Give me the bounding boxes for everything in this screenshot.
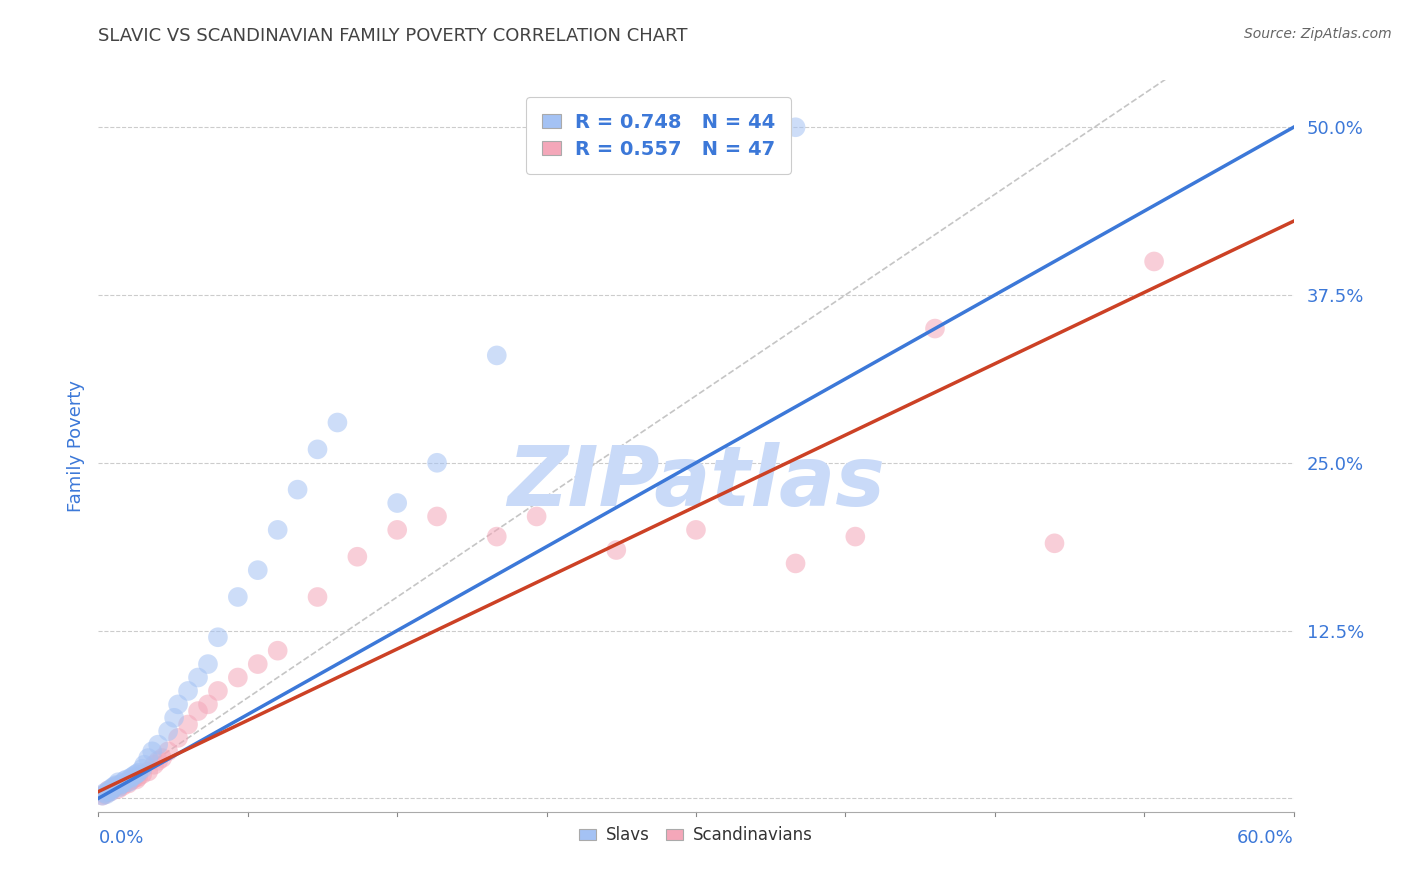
Point [207,630,229,644]
Point [107,780,129,795]
Point [307,590,329,604]
Text: 60.0%: 60.0% [1237,829,1294,847]
Text: Source: ZipAtlas.com: Source: ZipAtlas.com [1244,27,1392,41]
Point [125,772,148,787]
Point [267,643,290,657]
Point [167,698,190,712]
Point [207,684,229,698]
Point [120,773,142,788]
Point [112,773,135,788]
Point [485,530,508,544]
Point [136,764,159,779]
Point [1043,536,1066,550]
Legend: Slavs, Scandinavians: Slavs, Scandinavians [572,820,820,851]
Point [115,772,138,787]
Point [98,784,122,798]
Point [177,717,200,731]
Point [267,523,290,537]
Point [97,784,120,798]
Point [134,757,156,772]
Point [101,781,124,796]
Point [346,549,368,564]
Point [148,754,170,768]
Text: ZIPatlas: ZIPatlas [508,442,884,523]
Point [187,671,209,685]
Point [103,780,125,795]
Point [131,762,153,776]
Point [177,684,200,698]
Point [127,765,149,780]
Point [97,784,120,798]
Point [98,784,122,798]
Point [120,771,142,785]
Point [924,321,946,335]
Y-axis label: Family Poverty: Family Poverty [66,380,84,512]
Point [91,789,114,803]
Point [124,768,146,782]
Point [101,780,124,795]
Text: SLAVIC VS SCANDINAVIAN FAMILY POVERTY CORRELATION CHART: SLAVIC VS SCANDINAVIAN FAMILY POVERTY CO… [98,27,688,45]
Point [197,698,219,712]
Point [115,775,138,789]
Point [157,724,180,739]
Point [605,543,627,558]
Point [117,776,139,790]
Point [103,779,125,793]
Point [107,781,129,796]
Text: 0.0%: 0.0% [98,829,143,847]
Point [246,657,269,671]
Point [785,557,807,571]
Point [157,744,180,758]
Point [124,771,146,785]
Point [131,767,153,781]
Point [121,770,143,784]
Point [485,348,508,362]
Point [187,704,209,718]
Point [125,767,148,781]
Point [226,671,249,685]
Point [93,787,115,801]
Point [101,781,124,796]
Point [785,120,807,135]
Point [105,778,128,792]
Point [326,416,349,430]
Point [117,775,139,789]
Point [526,509,548,524]
Point [167,731,190,745]
Point [141,744,163,758]
Point [1143,254,1166,268]
Point [107,775,129,789]
Point [111,779,134,793]
Point [136,751,159,765]
Point [844,530,866,544]
Point [307,442,329,457]
Point [110,778,132,792]
Point [110,778,132,792]
Point [105,779,128,793]
Point [385,523,409,537]
Point [163,711,186,725]
Point [93,786,115,800]
Point [97,783,120,797]
Point [127,770,149,784]
Point [97,783,120,797]
Point [685,523,707,537]
Point [246,563,269,577]
Point [197,657,219,671]
Point [148,738,170,752]
Point [426,456,449,470]
Point [143,757,166,772]
Point [112,776,135,790]
Point [111,776,134,790]
Point [96,787,118,801]
Point [287,483,309,497]
Point [121,772,143,787]
Point [96,786,118,800]
Point [150,751,173,765]
Point [385,496,409,510]
Point [226,590,249,604]
Point [91,789,114,803]
Point [426,509,449,524]
